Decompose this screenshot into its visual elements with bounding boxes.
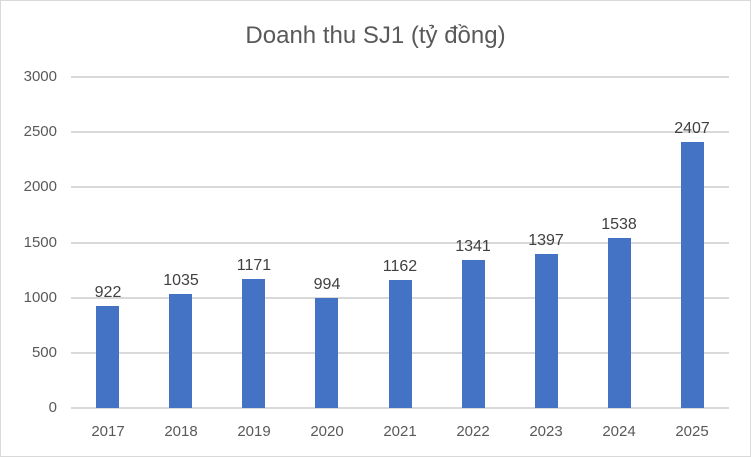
bar-value-label: 1035 [163,272,199,289]
gridline [71,131,729,133]
x-axis-label: 2025 [675,423,709,440]
gridline [71,76,729,78]
x-axis-label: 2024 [602,423,636,440]
bar-2024 [608,238,631,408]
bar-2017 [96,306,119,408]
bar-2019 [242,279,265,408]
bar-value-label: 1397 [528,232,564,249]
x-axis-label: 2020 [310,423,344,440]
x-axis-label: 2019 [237,423,271,440]
bar-value-label: 1171 [236,257,272,274]
chart-title: Doanh thu SJ1 (tỷ đồng) [245,22,506,49]
y-axis-label: 2000 [23,178,57,195]
x-axis-label: 2021 [383,423,417,440]
gridline [71,242,729,244]
y-axis-label: 1000 [23,289,57,306]
y-axis-label: 500 [31,344,57,361]
bar-2025 [681,142,704,408]
bar-value-label: 2407 [674,120,710,137]
bar-2022 [462,260,485,408]
bar-value-label: 994 [313,276,341,293]
plot-area: 922 1035 1171 994 1162 1341 1397 1538 2407 [71,76,729,409]
bar-value-label: 1538 [601,216,637,233]
x-axis-label: 2018 [164,423,198,440]
bar-2018 [169,294,192,408]
gridline [71,186,729,188]
y-axis-label: 2500 [23,123,57,140]
bar-value-label: 922 [94,284,122,301]
x-axis-label: 2023 [529,423,563,440]
bar-2020 [315,298,338,408]
y-axis-label: 0 [48,399,57,416]
y-axis-label: 1500 [23,234,57,251]
x-axis-label: 2017 [91,423,125,440]
y-axis-label: 3000 [23,68,57,85]
x-axis-label: 2022 [456,423,490,440]
bar-value-label: 1162 [382,258,418,275]
bar-2023 [535,254,558,408]
bar-2021 [389,280,412,408]
x-axis-line [71,407,729,409]
bar-value-label: 1341 [455,238,491,255]
